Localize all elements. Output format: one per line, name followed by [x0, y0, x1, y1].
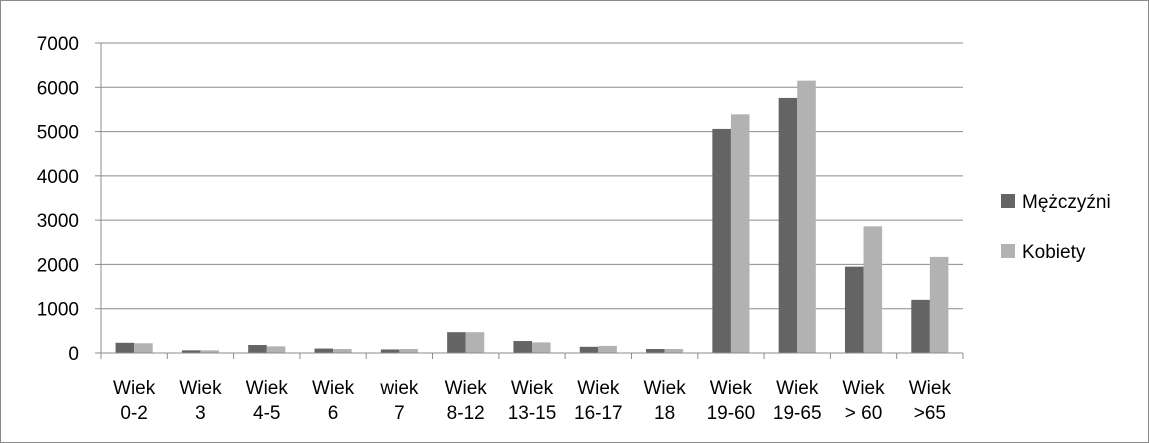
- gridlines: [101, 42, 963, 310]
- x-tick-label: Wiek: [710, 378, 753, 399]
- bar-series-1: [181, 350, 201, 353]
- x-tick-label: 19-60: [707, 403, 756, 424]
- bar-series-2: [134, 343, 153, 353]
- bar-series-1: [844, 266, 864, 353]
- bar-series-1: [380, 349, 400, 353]
- x-tick-label: Wiek: [179, 378, 222, 399]
- x-tick-label: Wiek: [312, 378, 355, 399]
- bar-series-2: [399, 349, 418, 353]
- x-tick-label: wiek: [379, 378, 419, 399]
- bar-series-2: [929, 256, 949, 353]
- legend-swatch: [1001, 194, 1015, 208]
- x-tick-label: Wiek: [643, 378, 686, 399]
- x-tick-label: 19-65: [773, 403, 822, 424]
- y-tick-label: 7000: [37, 34, 79, 55]
- y-tick-labels: 0 1000 2000 3000 4000 5000 6000 7000: [37, 34, 79, 365]
- x-tick-label: 0-2: [120, 403, 147, 424]
- bar-series-2: [266, 346, 286, 353]
- bar-series-1: [778, 97, 798, 354]
- bar-series-1: [447, 332, 466, 353]
- x-tick-label: Wiek: [776, 378, 819, 399]
- x-tick-label: 18: [654, 403, 675, 424]
- x-tick-label: 7: [394, 403, 405, 424]
- legend-label: Kobiety: [1022, 242, 1086, 263]
- bar-series-1: [314, 348, 334, 353]
- bar-series-2: [532, 342, 551, 353]
- y-tick-label: 1000: [37, 300, 79, 321]
- bar-series-2: [797, 80, 816, 354]
- x-tick-label: >65: [914, 403, 946, 424]
- x-tick-label: Wiek: [246, 378, 289, 399]
- y-tick-label: 3000: [37, 211, 79, 232]
- legend-label: Mężczyźni: [1022, 192, 1111, 213]
- bar-series-2: [730, 114, 750, 353]
- bar-series-2: [333, 349, 352, 353]
- x-tick-labels: Wiek 0-2 Wiek 3 Wiek 4-5 Wiek 6 wiek 7 Wiek 8-12 Wie…: [113, 378, 951, 424]
- bar-series-1: [115, 342, 135, 353]
- y-tick-label: 6000: [37, 78, 79, 99]
- y-tick-label: 2000: [37, 255, 79, 276]
- x-tick-label: Wiek: [445, 378, 488, 399]
- bar-series-2: [664, 349, 684, 353]
- bar-series-1: [248, 345, 267, 353]
- x-tick-label: Wiek: [113, 378, 156, 399]
- bars: [115, 80, 949, 354]
- bar-series-1: [911, 299, 930, 353]
- bar-series-2: [863, 226, 883, 353]
- bar-series-2: [598, 345, 617, 353]
- y-tick-label: 4000: [37, 167, 79, 188]
- x-tick-label: 13-15: [508, 403, 557, 424]
- x-tick-label: 3: [195, 403, 206, 424]
- x-tick-label: Wiek: [577, 378, 620, 399]
- x-tick-label: Wiek: [511, 378, 554, 399]
- bar-series-2: [200, 350, 220, 353]
- x-tick-label: 4-5: [253, 403, 280, 424]
- y-tick-label: 0: [68, 344, 79, 365]
- x-tick-label: Wiek: [842, 378, 885, 399]
- legend: Mężczyźni Kobiety: [1001, 192, 1111, 263]
- bar-series-1: [513, 341, 532, 353]
- x-tick-label: 16-17: [574, 403, 623, 424]
- bar-series-1: [579, 346, 599, 353]
- y-tick-label: 5000: [37, 123, 79, 144]
- bar-series-1: [712, 128, 731, 353]
- axes: [95, 42, 964, 359]
- bar-series-2: [465, 332, 485, 353]
- bar-series-1: [646, 349, 665, 353]
- x-tick-label: 8-12: [447, 403, 485, 424]
- x-tick-label: > 60: [845, 403, 883, 424]
- x-tick-label: Wiek: [909, 378, 952, 399]
- x-tick-label: 6: [328, 403, 339, 424]
- legend-swatch: [1001, 244, 1015, 258]
